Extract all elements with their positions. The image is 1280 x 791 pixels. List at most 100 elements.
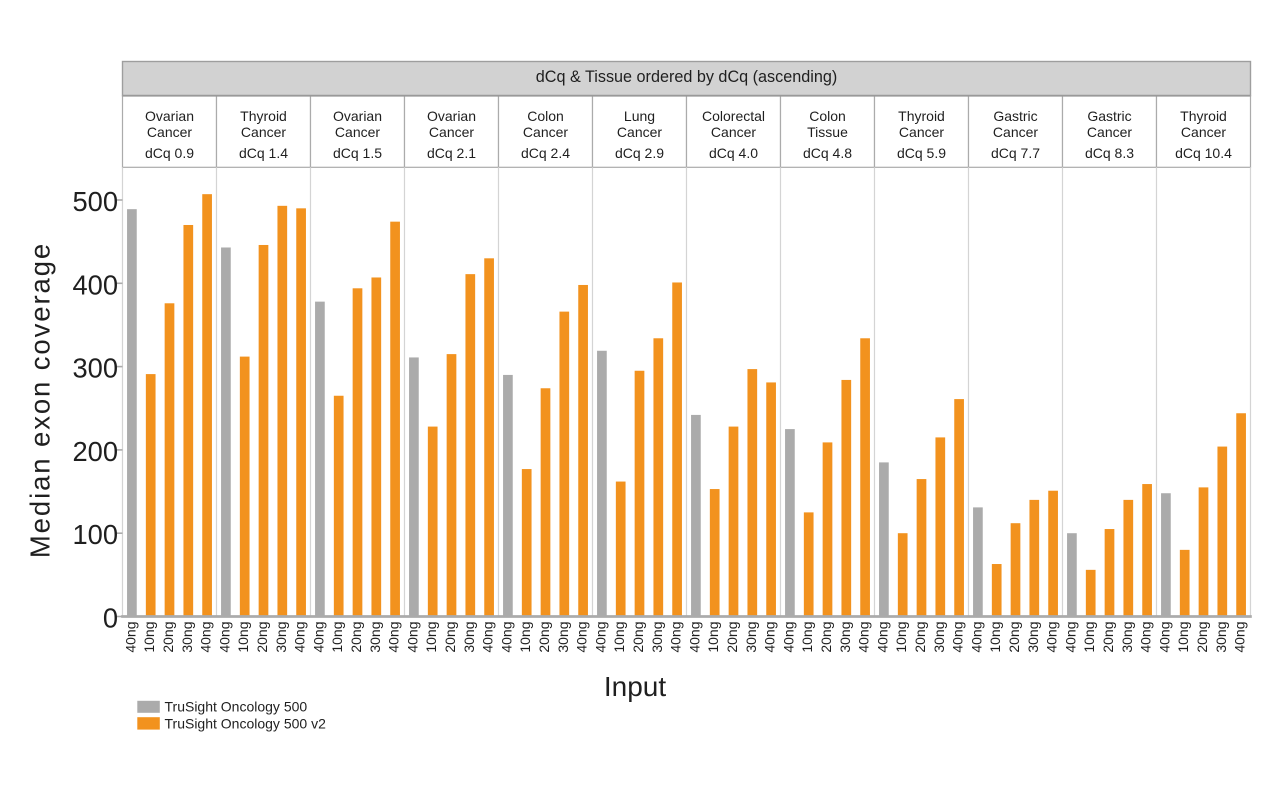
svg-text:20ng: 20ng (1006, 622, 1022, 653)
svg-text:dCq 1.5: dCq 1.5 (333, 145, 382, 161)
svg-text:30ng: 30ng (367, 622, 383, 653)
svg-text:20ng: 20ng (348, 622, 364, 653)
svg-text:30ng: 30ng (273, 622, 289, 653)
svg-text:Lung: Lung (624, 108, 655, 124)
svg-text:40ng: 40ng (1232, 622, 1248, 653)
svg-text:20ng: 20ng (1100, 622, 1116, 653)
svg-text:40ng: 40ng (404, 622, 420, 653)
svg-text:40ng: 40ng (310, 622, 326, 653)
svg-text:30ng: 30ng (743, 622, 759, 653)
svg-text:40ng: 40ng (1044, 622, 1060, 653)
svg-text:20ng: 20ng (818, 622, 834, 653)
svg-text:20ng: 20ng (442, 622, 458, 653)
svg-text:dCq 4.8: dCq 4.8 (803, 145, 852, 161)
svg-text:dCq 2.1: dCq 2.1 (427, 145, 476, 161)
svg-text:Ovarian: Ovarian (427, 108, 476, 124)
svg-text:40ng: 40ng (856, 622, 872, 653)
svg-text:40ng: 40ng (198, 622, 214, 653)
svg-text:40ng: 40ng (686, 622, 702, 653)
svg-text:40ng: 40ng (968, 622, 984, 653)
svg-text:Median exon coverage: Median exon coverage (25, 242, 56, 558)
svg-text:TruSight Oncology 500: TruSight Oncology 500 (165, 698, 308, 714)
svg-text:40ng: 40ng (762, 622, 778, 653)
svg-text:20ng: 20ng (160, 622, 176, 653)
svg-text:Thyroid: Thyroid (898, 108, 945, 124)
svg-text:10ng: 10ng (799, 622, 815, 653)
svg-text:Colon: Colon (527, 108, 564, 124)
svg-text:Gastric: Gastric (993, 108, 1037, 124)
svg-text:Cancer: Cancer (147, 124, 192, 140)
svg-text:10ng: 10ng (423, 622, 439, 653)
svg-text:dCq 5.9: dCq 5.9 (897, 145, 946, 161)
svg-text:dCq 0.9: dCq 0.9 (145, 145, 194, 161)
svg-text:Cancer: Cancer (1181, 124, 1226, 140)
svg-text:Cancer: Cancer (617, 124, 662, 140)
svg-text:Cancer: Cancer (993, 124, 1038, 140)
svg-text:dCq 4.0: dCq 4.0 (709, 145, 758, 161)
svg-text:dCq 2.4: dCq 2.4 (521, 145, 570, 161)
svg-text:10ng: 10ng (1081, 622, 1097, 653)
svg-text:30ng: 30ng (649, 622, 665, 653)
svg-text:10ng: 10ng (141, 622, 157, 653)
svg-text:10ng: 10ng (1175, 622, 1191, 653)
svg-text:500: 500 (72, 186, 118, 217)
svg-text:40ng: 40ng (668, 622, 684, 653)
svg-text:dCq 10.4: dCq 10.4 (1175, 145, 1232, 161)
svg-text:40ng: 40ng (874, 622, 890, 653)
svg-text:Thyroid: Thyroid (240, 108, 287, 124)
svg-text:40ng: 40ng (480, 622, 496, 653)
svg-text:Cancer: Cancer (711, 124, 756, 140)
svg-text:Colorectal: Colorectal (702, 108, 765, 124)
svg-text:30ng: 30ng (461, 622, 477, 653)
svg-text:40ng: 40ng (574, 622, 590, 653)
svg-text:dCq 2.9: dCq 2.9 (615, 145, 664, 161)
svg-text:Ovarian: Ovarian (145, 108, 194, 124)
svg-text:30ng: 30ng (931, 622, 947, 653)
svg-text:40ng: 40ng (780, 622, 796, 653)
svg-text:40ng: 40ng (216, 622, 232, 653)
svg-text:40ng: 40ng (592, 622, 608, 653)
svg-text:dCq 7.7: dCq 7.7 (991, 145, 1040, 161)
svg-text:40ng: 40ng (950, 622, 966, 653)
svg-text:20ng: 20ng (630, 622, 646, 653)
svg-text:10ng: 10ng (517, 622, 533, 653)
svg-text:30ng: 30ng (1213, 622, 1229, 653)
svg-text:Thyroid: Thyroid (1180, 108, 1227, 124)
svg-text:20ng: 20ng (912, 622, 928, 653)
svg-text:40ng: 40ng (122, 622, 138, 653)
svg-text:100: 100 (72, 519, 118, 550)
svg-text:10ng: 10ng (235, 622, 251, 653)
svg-text:20ng: 20ng (536, 622, 552, 653)
svg-text:40ng: 40ng (1062, 622, 1078, 653)
svg-text:Colon: Colon (809, 108, 846, 124)
svg-text:10ng: 10ng (987, 621, 1003, 652)
svg-text:40ng: 40ng (386, 622, 402, 653)
svg-text:30ng: 30ng (179, 622, 195, 653)
svg-text:10ng: 10ng (705, 622, 721, 653)
svg-text:10ng: 10ng (329, 622, 345, 653)
svg-text:dCq & Tissue ordered by dCq (a: dCq & Tissue ordered by dCq (ascending) (536, 68, 837, 86)
svg-text:dCq 8.3: dCq 8.3 (1085, 145, 1134, 161)
svg-text:40ng: 40ng (1138, 622, 1154, 653)
svg-text:20ng: 20ng (1194, 622, 1210, 653)
svg-text:300: 300 (72, 353, 118, 384)
svg-text:dCq 1.4: dCq 1.4 (239, 145, 288, 161)
svg-text:40ng: 40ng (292, 622, 308, 653)
svg-text:Cancer: Cancer (523, 124, 568, 140)
svg-text:0: 0 (103, 603, 118, 634)
svg-text:Cancer: Cancer (1087, 124, 1132, 140)
svg-text:Cancer: Cancer (335, 124, 380, 140)
svg-text:400: 400 (72, 269, 118, 300)
svg-text:Cancer: Cancer (429, 124, 474, 140)
svg-text:10ng: 10ng (611, 622, 627, 653)
svg-text:30ng: 30ng (1119, 622, 1135, 653)
svg-text:Tissue: Tissue (807, 124, 848, 140)
svg-text:40ng: 40ng (1156, 622, 1172, 653)
svg-text:30ng: 30ng (555, 622, 571, 653)
svg-text:TruSight Oncology 500 v2: TruSight Oncology 500 v2 (165, 716, 327, 732)
svg-text:200: 200 (72, 436, 118, 467)
svg-text:Gastric: Gastric (1087, 108, 1131, 124)
svg-text:30ng: 30ng (1025, 622, 1041, 653)
svg-text:10ng: 10ng (893, 622, 909, 653)
svg-text:30ng: 30ng (837, 622, 853, 653)
